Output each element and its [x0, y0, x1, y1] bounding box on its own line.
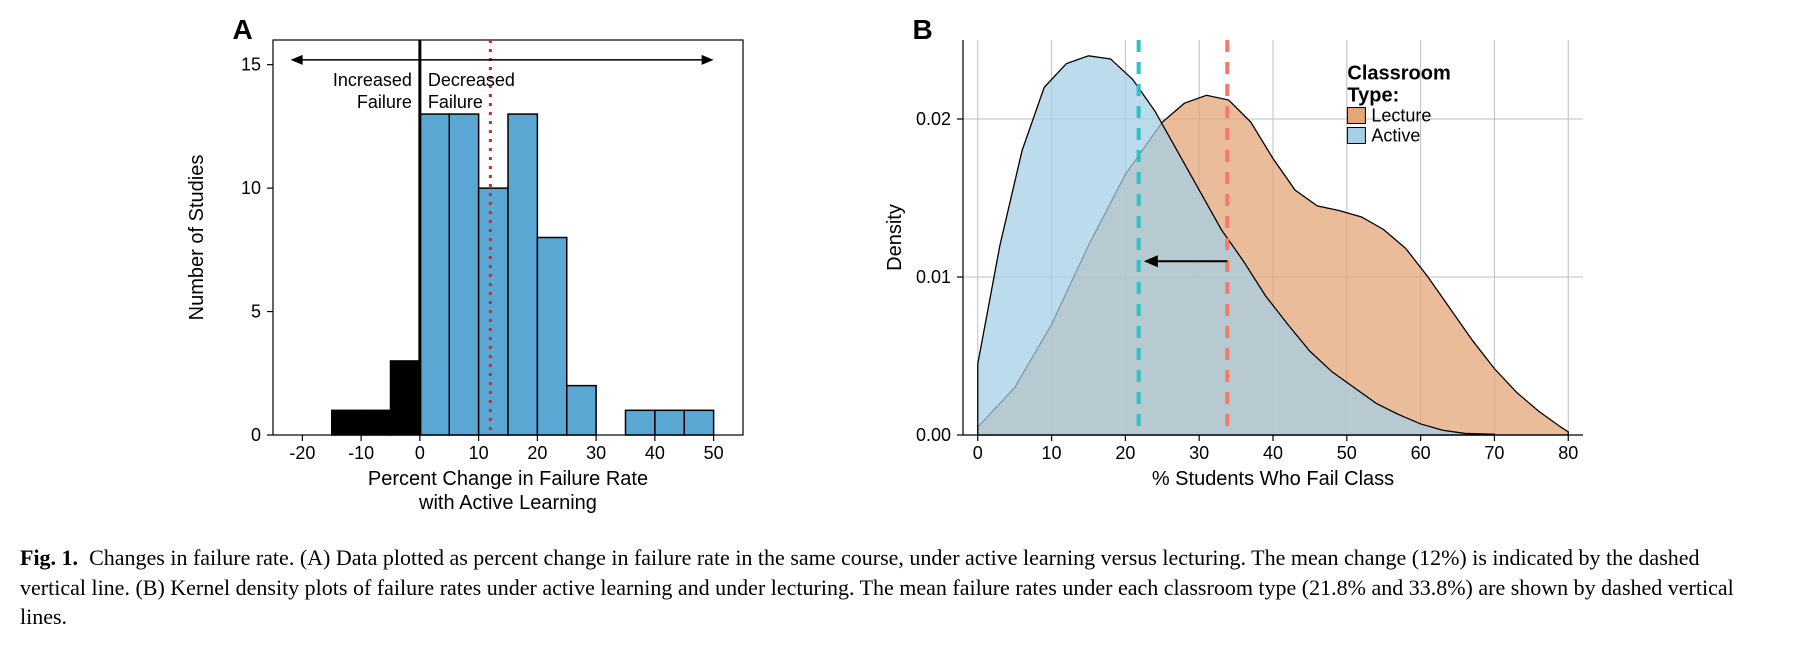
legend-item-label: Active	[1371, 126, 1420, 146]
x-tick-label: 80	[1558, 443, 1578, 463]
hist-bar	[684, 410, 713, 435]
hist-bar	[566, 386, 595, 435]
hist-bar	[331, 410, 360, 435]
panel-a-svg: -20 -10 0 10 20 30 40 50 0 5 10 15 Percent Change in…	[153, 20, 793, 520]
x-tick-label: -20	[289, 443, 315, 463]
figure-label: Fig. 1.	[20, 545, 78, 570]
x-tick-label: 10	[1041, 443, 1061, 463]
annotation-decreased: Decreased	[427, 70, 514, 90]
legend-item-label: Lecture	[1371, 106, 1431, 126]
y-tick-label: 0	[250, 425, 260, 445]
panel-a-label: A	[233, 14, 253, 46]
x-axis-label: % Students Who Fail Class	[1151, 468, 1393, 490]
panel-b-svg: 0 10 20 30 40 50 60 70 80 0.00 0.01 0.02 % Students …	[853, 20, 1643, 520]
x-tick-label: -10	[348, 443, 374, 463]
x-tick-label: 30	[1189, 443, 1209, 463]
y-tick-label: 0.00	[915, 425, 950, 445]
figure-caption: Fig. 1. Changes in failure rate. (A) Dat…	[20, 543, 1760, 632]
x-tick-label: 0	[972, 443, 982, 463]
x-tick-label: 50	[703, 443, 723, 463]
caption-text: Changes in failure rate. (A) Data plotte…	[20, 545, 1734, 629]
x-tick-label: 20	[527, 443, 547, 463]
y-tick-label: 5	[250, 302, 260, 322]
x-tick-label: 60	[1410, 443, 1430, 463]
y-tick-label: 0.02	[915, 109, 950, 129]
hist-bar	[478, 188, 507, 435]
hist-bar	[449, 114, 478, 435]
legend-title-2: Type:	[1347, 85, 1399, 107]
annotation-failure-right: Failure	[427, 92, 482, 112]
legend-title: Classroom	[1347, 63, 1450, 85]
figure-container: A -20-1001020304050051015Percent Change …	[20, 20, 1775, 642]
panels-row: A -20-1001020304050051015Percent Change …	[20, 20, 1775, 525]
legend-swatch	[1347, 128, 1365, 144]
x-tick-label: 70	[1484, 443, 1504, 463]
y-axis-label: Density	[884, 204, 906, 271]
x-tick-label: 50	[1336, 443, 1356, 463]
hist-bar	[537, 238, 566, 436]
panel-b-label: B	[913, 14, 933, 46]
x-tick-label: 10	[468, 443, 488, 463]
y-axis-label: Number of Studies	[186, 155, 208, 321]
annotation-failure-left: Failure	[356, 92, 411, 112]
hist-bar	[361, 410, 390, 435]
x-tick-label: 20	[1115, 443, 1135, 463]
hist-bar	[508, 114, 537, 435]
x-tick-label: 0	[414, 443, 424, 463]
legend-swatch	[1347, 108, 1365, 124]
x-tick-label: 40	[644, 443, 664, 463]
x-tick-label: 40	[1262, 443, 1282, 463]
panel-a: A -20-1001020304050051015Percent Change …	[153, 20, 793, 525]
y-tick-label: 0.01	[915, 267, 950, 287]
annotation-increased: Increased	[332, 70, 411, 90]
hist-bar	[625, 410, 654, 435]
y-tick-label: 15	[240, 55, 260, 75]
hist-bar	[390, 361, 419, 435]
x-axis-label-2: with Active Learning	[418, 492, 597, 514]
y-tick-label: 10	[240, 178, 260, 198]
hist-bar	[654, 410, 683, 435]
x-axis-label: Percent Change in Failure Rate	[367, 468, 647, 490]
panel-b: B 010203040506070800.000.010.02% Student…	[853, 20, 1643, 525]
x-tick-label: 30	[586, 443, 606, 463]
hist-bar	[419, 114, 448, 435]
